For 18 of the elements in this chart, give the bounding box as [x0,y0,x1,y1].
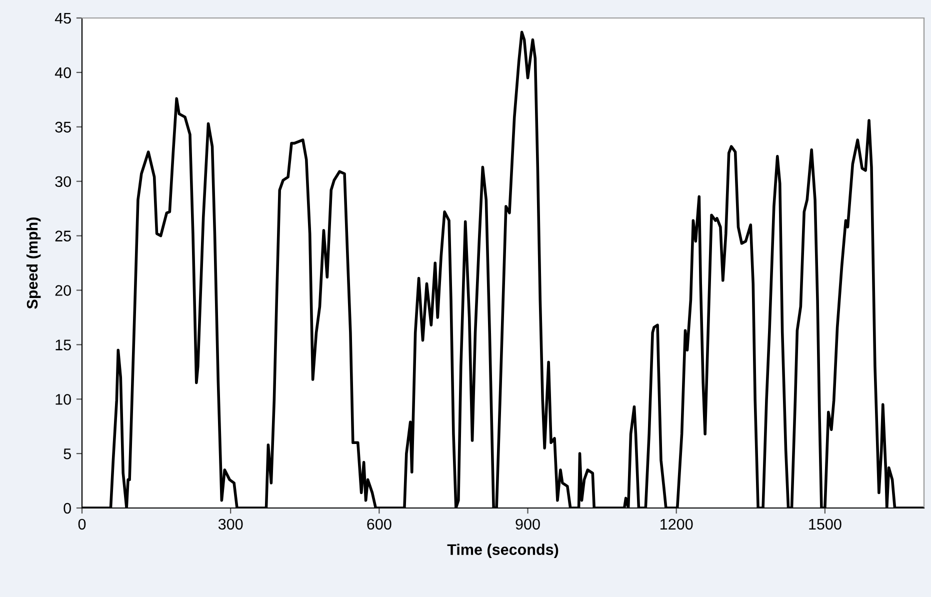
y-tick-label: 45 [54,13,71,24]
y-tick-label: 25 [55,230,71,242]
x-tick-label: 0 [78,518,86,530]
x-tick-label: 600 [367,518,392,530]
x-axis-title: Time (seconds) [447,544,558,558]
y-tick-label: 10 [56,394,71,405]
x-tick-label: 300 [218,518,243,530]
x-tick-label: 1500 [809,518,842,530]
y-tick-label: 35 [55,122,71,133]
x-tick-label: 1200 [660,518,693,530]
y-tick-label: 5 [64,448,71,460]
y-tick-label: 20 [55,285,71,296]
y-tick-label: 30 [55,176,71,188]
y-tick-label: 15 [56,340,71,350]
y-tick-label: 0 [64,502,71,514]
x-tick-label: 900 [516,518,540,530]
y-tick-label: 40 [54,67,71,78]
y-axis-title: Speed (mph) [26,218,41,309]
